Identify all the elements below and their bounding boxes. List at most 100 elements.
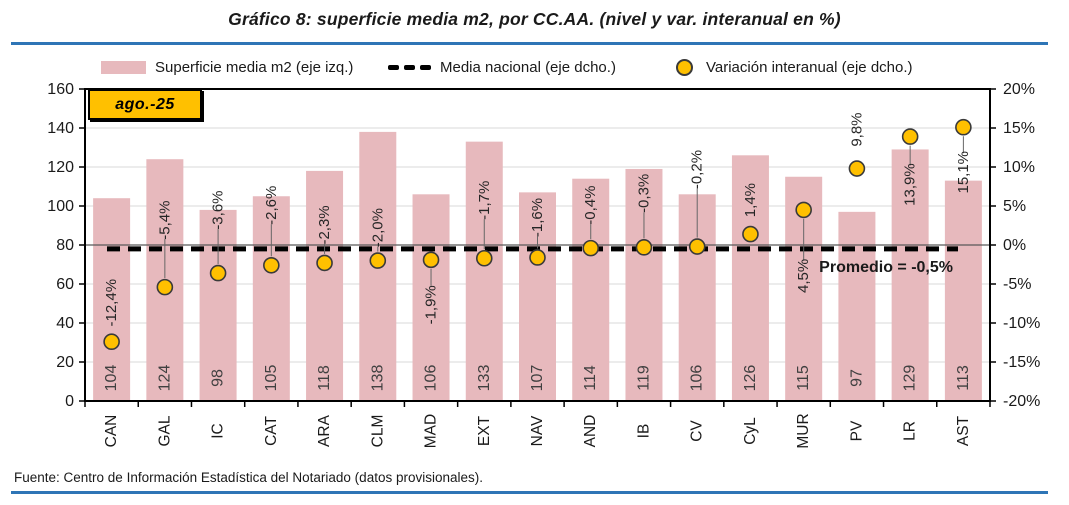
left-axis-label: 120 (47, 159, 74, 176)
variation-dot-NAV (529, 249, 546, 266)
category-label-NAV: NAV (529, 415, 546, 446)
left-axis-label: 40 (56, 315, 74, 332)
bar-CAN (93, 198, 131, 401)
bar-IB (625, 168, 663, 401)
variation-label-AST: 15,1% (955, 151, 972, 194)
variation-label-CAN: -12,4% (103, 279, 120, 327)
variation-dot-CLM (369, 252, 387, 269)
bar-value-label-PV: 97 (848, 369, 865, 387)
category-label-CV: CV (689, 420, 706, 442)
bar-value-label-CAT: 105 (263, 365, 280, 392)
variation-dot-EXT (475, 249, 493, 267)
category-label-GAL: GAL (156, 415, 173, 446)
bar-value-label-ARA: 118 (316, 365, 333, 391)
variation-label-LR: 13,9% (902, 163, 919, 206)
bar-value-label-AST: 113 (955, 365, 972, 391)
variation-label-MAD: -1,9% (423, 285, 440, 324)
variation-dot-MAD (422, 251, 440, 269)
category-label-ARA: ARA (316, 414, 333, 447)
variation-dot-CAN (103, 333, 120, 351)
right-axis-label: -15% (1003, 354, 1040, 371)
bar-swatch-icon (101, 61, 146, 74)
right-axis-label: 20% (1003, 81, 1035, 98)
variation-label-NAV: -1,6% (529, 198, 546, 237)
variation-dot-IC (209, 264, 227, 282)
variation-dot-CV (688, 238, 706, 255)
right-axis-label: -5% (1003, 276, 1031, 293)
category-label-CAT: CAT (263, 416, 280, 446)
mean-annotation: Promedio = -0,5% (819, 259, 953, 276)
variation-dot-GAL (156, 278, 174, 296)
bar-NAV (519, 192, 556, 401)
bar-value-label-CLM: 138 (369, 365, 386, 392)
category-label-AND: AND (582, 415, 599, 448)
variation-dot-PV (848, 160, 866, 177)
legend-item-superficie: Superficie media m2 (eje izq.) (101, 59, 353, 76)
bar-value-label-NAV: 107 (529, 365, 546, 392)
variation-dot-ARA (316, 254, 333, 272)
legend-item-media-nacional: Media nacional (eje dcho.) (388, 59, 616, 76)
footer-rule (11, 491, 1048, 494)
bar-value-label-CyL: 126 (742, 365, 759, 392)
left-axis-label: 20 (56, 354, 74, 371)
source-note: Fuente: Centro de Información Estadístic… (14, 470, 483, 485)
variation-label-EXT: -1,7% (476, 181, 493, 220)
bar-MAD (412, 194, 450, 401)
left-axis-label: 0 (65, 393, 74, 410)
variation-dot-AND (582, 239, 600, 257)
legend-label-variacion: Variación interanual (eje dcho.) (706, 59, 913, 76)
category-label-MAD: MAD (423, 414, 440, 448)
variation-dot-AST (955, 118, 972, 136)
left-axis-label: 60 (56, 276, 74, 293)
bar-PV (838, 211, 876, 401)
variation-label-MUR: 4,5% (795, 259, 812, 293)
category-label-AST: AST (955, 415, 972, 446)
left-axis-label: 140 (47, 120, 74, 137)
title-rule (11, 42, 1048, 45)
category-label-PV: PV (848, 420, 865, 441)
legend-label-superficie: Superficie media m2 (eje izq.) (155, 59, 354, 76)
variation-label-AND: -0,4% (582, 186, 599, 225)
left-axis-label: 100 (47, 198, 74, 215)
bar-AND (572, 178, 610, 401)
category-label-LR: LR (902, 421, 919, 441)
category-label-CyL: CyL (742, 417, 759, 445)
bar-value-label-IC: 98 (210, 369, 227, 387)
variation-dot-MUR (795, 201, 812, 219)
bar-value-label-MAD: 106 (423, 365, 440, 392)
variation-dot-CyL (742, 225, 759, 243)
right-axis-label: 5% (1003, 198, 1026, 215)
category-label-IC: IC (210, 423, 227, 439)
date-badge: ago.-25 (88, 89, 202, 120)
variation-label-PV: 9,8% (848, 112, 865, 146)
bar-value-label-AND: 114 (582, 365, 599, 391)
right-axis-label: -10% (1003, 315, 1040, 332)
left-axis-label: 160 (47, 81, 74, 98)
category-label-CLM: CLM (369, 415, 386, 448)
category-label-CAN: CAN (103, 415, 120, 448)
right-axis-label: -20% (1003, 393, 1040, 410)
variation-label-CAT: -2,6% (263, 186, 280, 225)
bar-LR (891, 149, 929, 401)
bar-value-label-IB: 119 (635, 365, 652, 391)
variation-label-CV: -0,2% (689, 150, 706, 189)
bar-value-label-LR: 129 (902, 365, 919, 392)
bar-value-label-EXT: 133 (476, 365, 493, 392)
bar-value-label-MUR: 115 (795, 365, 812, 391)
bar-CyL (731, 155, 769, 401)
variation-label-CyL: 1,4% (742, 183, 759, 217)
category-label-MUR: MUR (795, 413, 812, 448)
variation-label-IB: -0,3% (635, 174, 652, 213)
bar-value-label-CAN: 104 (103, 365, 120, 392)
variation-label-IC: -3,6% (210, 190, 227, 229)
variation-label-GAL: -5,4% (156, 201, 173, 240)
variation-label-CLM: -2,0% (369, 208, 386, 247)
right-axis-label: 0% (1003, 237, 1026, 254)
category-label-EXT: EXT (476, 415, 493, 446)
bar-value-label-CV: 106 (689, 365, 706, 392)
category-label-IB: IB (635, 424, 652, 439)
legend-label-media-nacional: Media nacional (eje dcho.) (440, 59, 616, 76)
right-axis-label: 10% (1003, 159, 1035, 176)
